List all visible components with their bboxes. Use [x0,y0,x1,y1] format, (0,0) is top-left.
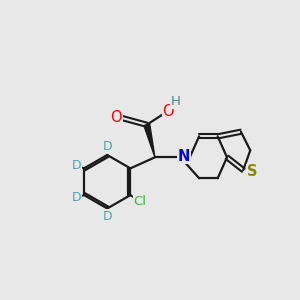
Text: D: D [102,140,112,153]
Text: D: D [72,191,82,204]
Text: N: N [178,148,190,164]
Text: H: H [171,95,181,108]
Text: D: D [102,210,112,223]
Polygon shape [144,124,155,157]
Text: O: O [163,104,174,119]
Text: S: S [247,164,257,179]
Text: Cl: Cl [134,195,147,208]
Text: D: D [72,159,82,172]
Text: O: O [110,110,122,125]
